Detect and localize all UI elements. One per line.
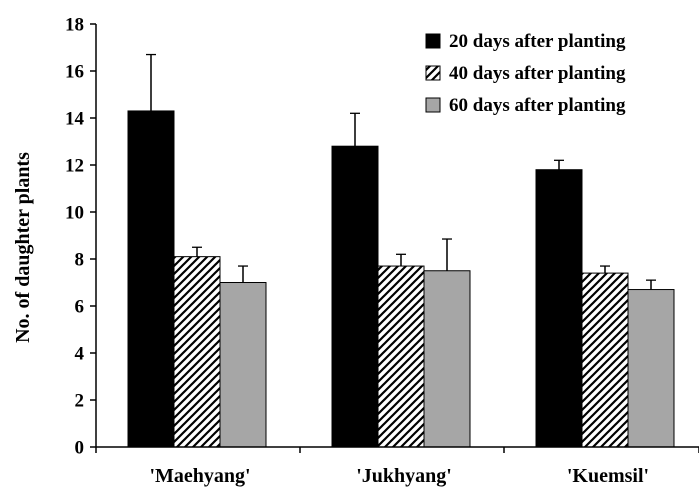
y-tick-label: 2 — [75, 391, 85, 412]
legend-swatch — [425, 97, 441, 113]
bar — [331, 145, 379, 448]
bar — [627, 289, 675, 448]
y-tick-label: 12 — [65, 156, 84, 177]
legend-label: 40 days after planting — [449, 63, 626, 84]
bar — [219, 282, 267, 448]
y-tick-label: 0 — [75, 438, 85, 459]
x-category-label: 'Maehyang' — [149, 465, 250, 487]
legend-swatch — [425, 33, 441, 49]
y-tick-label: 8 — [75, 250, 85, 271]
bar — [581, 272, 629, 448]
y-tick-label: 10 — [65, 203, 84, 224]
bar — [377, 265, 425, 448]
y-tick-label: 14 — [65, 109, 85, 130]
y-tick-label: 4 — [75, 344, 85, 365]
y-tick-label: 18 — [65, 15, 84, 36]
y-tick-label: 16 — [65, 62, 84, 83]
y-tick-label: 6 — [75, 297, 85, 318]
bar — [423, 270, 471, 448]
bar — [535, 169, 583, 448]
bar — [173, 256, 221, 448]
y-axis-label: No. of daughter plants — [12, 152, 34, 343]
x-category-label: 'Jukhyang' — [356, 465, 452, 487]
x-category-label: 'Kuemsil' — [567, 465, 649, 487]
legend-label: 60 days after planting — [449, 95, 626, 116]
legend-swatch — [425, 65, 441, 81]
bar — [127, 110, 175, 448]
legend-label: 20 days after planting — [449, 31, 626, 52]
